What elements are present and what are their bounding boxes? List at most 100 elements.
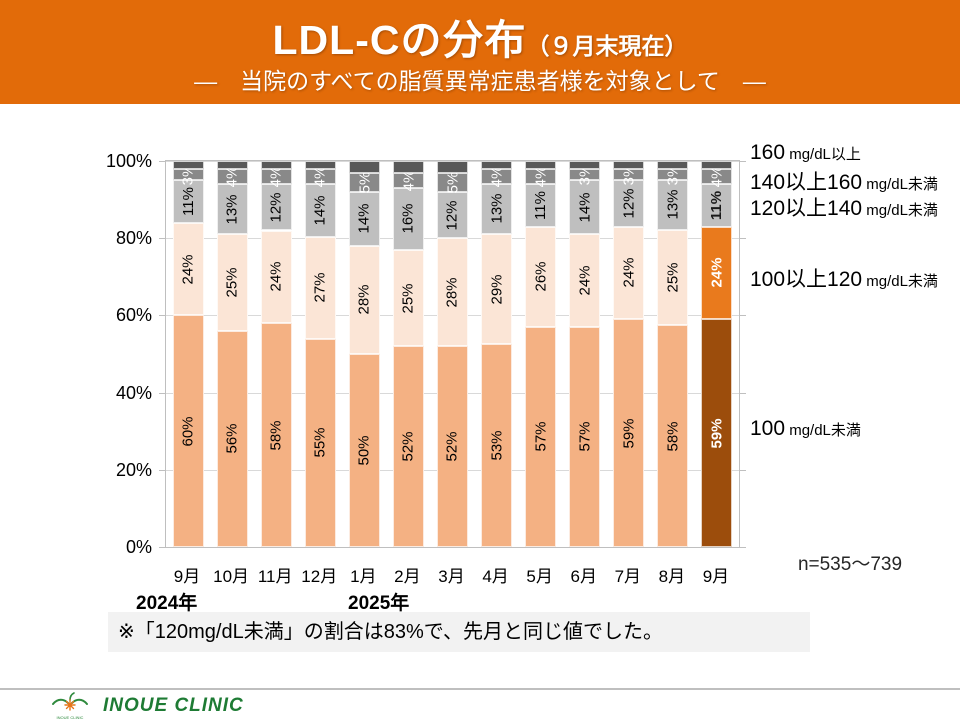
bar-segment-label: 25%	[664, 262, 682, 293]
bar-segment: 13%	[657, 180, 689, 230]
bar-segment-label: 57%	[576, 421, 594, 452]
bar-segment-label: 13%	[488, 193, 506, 224]
clinic-name: INOUE CLINIC	[103, 695, 244, 716]
bar-segment: 3%	[613, 164, 645, 185]
bar-segment	[437, 161, 468, 173]
bar-segment	[481, 161, 513, 169]
bar-segment-label: 25%	[223, 267, 241, 298]
bar-segment-label: 52%	[444, 431, 461, 462]
bar-segment: 16%	[392, 188, 424, 250]
y-axis-tick-label: 0%	[125, 537, 152, 557]
bar-segment-label: 24%	[576, 265, 594, 296]
x-axis-tick-label: 2月	[394, 567, 421, 586]
legend-item-range: 120以上140	[750, 197, 863, 220]
tick-right	[740, 161, 746, 162]
legend-item-range: 100以上120	[750, 268, 863, 291]
bar-segment-label: 4%	[223, 165, 241, 188]
bar-segment: 12%	[613, 180, 645, 227]
bar-segment: 25%	[657, 229, 689, 326]
bar-segment: 58%	[260, 323, 292, 547]
bar-segment-label: 60%	[179, 416, 197, 447]
plot-area: 60% 24% 11% 3% 56% 25% 13% 4% 58% 24% 12% 4% 55% 27% 1…	[159, 160, 746, 548]
bar-segment-label: 12%	[267, 192, 285, 223]
bar-segment	[348, 161, 380, 173]
legend-item-unit: mg/dL以上	[785, 146, 861, 163]
bar-segment: 4%	[481, 165, 513, 187]
bar-segment: 28%	[437, 238, 468, 347]
bar-segment-label: 59%	[620, 418, 638, 449]
legend-item-unit: mg/dL未満	[785, 422, 861, 439]
legend-item: 100以上120 mg/dL未満	[750, 263, 938, 293]
legend-item-unit: mg/dL未満	[862, 176, 938, 193]
bar-segment: 60%	[172, 315, 204, 547]
y-axis-tick-label: 60%	[115, 305, 152, 326]
x-axis-tick-label: 10月	[213, 567, 250, 586]
bar-segment-label: 24%	[267, 261, 285, 292]
footer-divider	[0, 688, 960, 690]
x-axis-tick-label: 9月	[173, 567, 201, 586]
legend-item: 100 mg/dL未満	[750, 417, 861, 441]
bar-segment-label: 28%	[355, 284, 373, 315]
x-axis-tick-label: 8月	[658, 567, 686, 586]
bar-segment-label: 11%	[179, 187, 197, 216]
x-axis-tick-label: 6月	[570, 567, 597, 586]
note-banner: ※「120mg/dL未満」の割合は83%で、先月と同じ値でした。	[108, 612, 810, 652]
bar-segment: 25%	[392, 249, 424, 347]
bar-segment-label: 59%	[708, 418, 726, 449]
bar-segment	[569, 161, 601, 169]
bar-segment: 52%	[437, 346, 468, 547]
bar-segment: 4%	[260, 166, 292, 187]
bar-segment: 24%	[260, 230, 292, 324]
bar-segment-label: 5%	[355, 171, 373, 194]
bar-segment: 24%	[569, 234, 601, 327]
bar-segment-label: 14%	[311, 195, 329, 226]
bar-segment: 12%	[260, 184, 292, 231]
y-axis-tick-label: 40%	[115, 382, 152, 403]
bar-segment: 11%	[172, 180, 204, 223]
legend-item: 120以上140 mg/dL未満	[750, 192, 938, 222]
year-label-2024: 2024年	[136, 593, 198, 614]
y-axis-tick-label: 80%	[115, 228, 152, 249]
bar-segment: 14%	[348, 191, 380, 246]
bar-segment-label: 28%	[444, 277, 461, 308]
bar-segment: 11%	[701, 184, 733, 227]
bar-segment: 28%	[348, 245, 380, 354]
bar-segment: 27%	[304, 236, 336, 339]
tick-right	[740, 547, 746, 548]
bar-segment: 50%	[348, 354, 380, 547]
bar-segment-label: 11%	[708, 190, 726, 220]
bar-segment-label: 14%	[576, 192, 594, 223]
bar-segment-label: 12%	[620, 188, 638, 219]
legend-item-unit: mg/dL未満	[862, 273, 938, 290]
y-axis-tick-label: 100%	[105, 151, 152, 171]
bar-segment	[172, 161, 204, 169]
page-title-main: LDL-Cの分布	[272, 17, 527, 63]
bar-segment: 57%	[525, 326, 557, 547]
legend-item-range: 100	[750, 417, 786, 440]
bar-segment-label: 24%	[708, 257, 726, 288]
bar-segment-label: 57%	[532, 421, 550, 452]
y-axis-labels: 100% 80% 60% 40% 20% 0%	[80, 151, 152, 557]
bar-segment: 13%	[216, 184, 248, 235]
bar-segment-label: 16%	[399, 203, 417, 234]
bar-segment: 58%	[657, 325, 689, 547]
bar-segment-label: 27%	[311, 272, 329, 303]
bar-segment-label: 25%	[399, 283, 417, 314]
page-title: LDL-Cの分布（９月末現在）	[0, 6, 960, 66]
bar-segment: 24%	[701, 226, 733, 320]
legend-item: 140以上160 mg/dL未満	[750, 166, 938, 196]
bar-segment-label: 50%	[355, 435, 373, 466]
bar-segment	[260, 161, 292, 169]
bar-segment: 4%	[216, 166, 248, 187]
x-axis-tick-label: 1月	[350, 567, 377, 586]
bar-segment-label: 13%	[664, 189, 682, 220]
bar-segment: 5%	[348, 171, 380, 194]
tick-right	[740, 238, 746, 240]
bar-segment-label: 26%	[532, 261, 550, 292]
bar-segment-label: 4%	[488, 165, 506, 188]
x-axis-labels: 9月 10月 11月 12月 1月 2月 3月 4月 5月 6月 7月 8月 9月	[165, 562, 740, 586]
bar-segment-label: 58%	[664, 421, 682, 452]
bar-segment: 3%	[569, 164, 601, 185]
bar-segment-label: 4%	[267, 165, 285, 188]
bar-segment-label: 13%	[223, 194, 241, 225]
